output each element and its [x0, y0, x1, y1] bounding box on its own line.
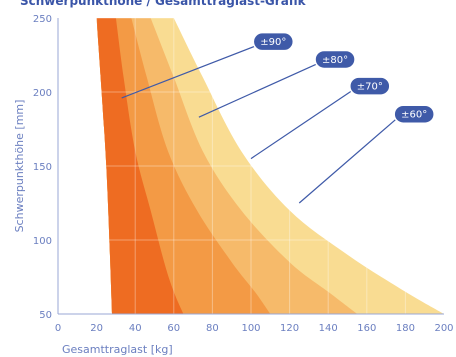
angle-badge: [349, 76, 391, 96]
y-tick-label: 250: [33, 14, 52, 25]
x-tick-label: 140: [319, 323, 338, 334]
leader-line: [198, 62, 319, 118]
angle-badge: [252, 31, 295, 52]
x-tick-label: 0: [55, 323, 61, 334]
x-axis-label: Gesamttraglast [kg]: [62, 343, 173, 356]
x-tick-label: 40: [129, 323, 142, 334]
y-tick-label: 150: [33, 162, 52, 173]
leader-line: [298, 117, 398, 204]
angle-badge-label: ±70°: [357, 82, 383, 93]
axes: 0 20 40 60 80 100 120 140 160 180 200 50 100 150 200 25…: [33, 14, 454, 334]
x-tick-label: 80: [206, 323, 219, 334]
x-tick-label: 20: [90, 323, 103, 334]
angle-badge-label: ±80°: [322, 55, 348, 66]
x-tick-label: 160: [357, 323, 376, 334]
area-90-deg: [96, 18, 184, 314]
leader-line: [121, 45, 257, 99]
leader-line: [250, 89, 354, 160]
chart-title: Schwerpunkthöhe / Gesamttraglast-Grafik: [20, 0, 306, 8]
angle-badge-label: ±60°: [401, 110, 427, 121]
x-tick-label: 60: [167, 323, 180, 334]
angle-badge-label: ±90°: [260, 37, 286, 48]
y-tick-label: 100: [33, 236, 52, 247]
y-tick-label: 50: [39, 310, 52, 321]
y-axis-label: Schwerpunkthöhe [mm]: [13, 100, 26, 233]
series-areas: [96, 18, 444, 314]
x-tick-label: 120: [280, 323, 299, 334]
annotations: ±90° ±80° ±70° ±60°: [121, 31, 435, 204]
y-tick-label: 200: [33, 88, 52, 99]
x-tick-label: 100: [241, 323, 260, 334]
angle-badge: [314, 49, 356, 70]
x-tick-label: 180: [396, 323, 415, 334]
angle-badge: [393, 104, 435, 124]
x-tick-label: 200: [434, 323, 453, 334]
